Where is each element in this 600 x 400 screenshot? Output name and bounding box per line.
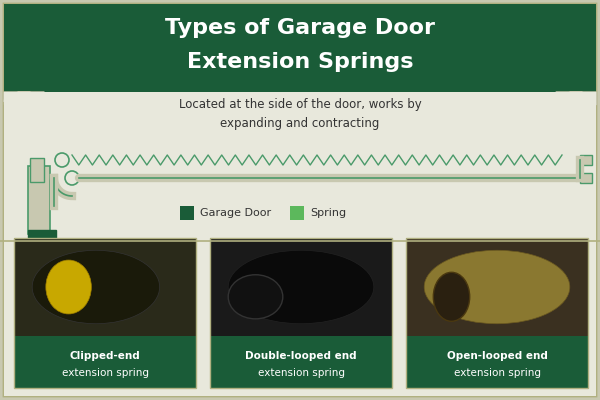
Text: extension spring: extension spring <box>257 368 344 378</box>
Bar <box>580 173 592 183</box>
Bar <box>210 238 392 388</box>
Ellipse shape <box>228 275 283 319</box>
FancyBboxPatch shape <box>4 92 596 396</box>
Bar <box>406 238 588 336</box>
Ellipse shape <box>46 260 91 314</box>
Ellipse shape <box>32 250 160 324</box>
Text: Garage Door: Garage Door <box>200 208 271 218</box>
Text: Clipped-end: Clipped-end <box>70 351 140 361</box>
Bar <box>580 155 592 165</box>
Polygon shape <box>556 92 596 102</box>
Bar <box>4 241 596 396</box>
Bar <box>28 230 56 252</box>
Bar <box>290 206 304 220</box>
Bar <box>14 336 196 388</box>
Polygon shape <box>4 92 44 102</box>
Ellipse shape <box>424 250 570 324</box>
Text: Spring: Spring <box>310 208 346 218</box>
Text: Types of Garage Door: Types of Garage Door <box>165 18 435 38</box>
Bar <box>30 158 44 182</box>
Text: Extension Springs: Extension Springs <box>187 52 413 72</box>
Bar <box>180 206 194 220</box>
Bar <box>406 238 588 388</box>
Bar <box>406 336 588 388</box>
Text: Open-looped end: Open-looped end <box>446 351 547 361</box>
Bar <box>14 238 196 388</box>
Ellipse shape <box>228 250 374 324</box>
Text: extension spring: extension spring <box>454 368 541 378</box>
Bar <box>14 238 196 336</box>
Bar <box>210 336 392 388</box>
Text: extension spring: extension spring <box>62 368 149 378</box>
Text: Located at the side of the door, works by
expanding and contracting: Located at the side of the door, works b… <box>179 98 421 130</box>
FancyBboxPatch shape <box>4 4 596 92</box>
Bar <box>28 166 50 234</box>
Ellipse shape <box>433 272 470 321</box>
Text: Double-looped end: Double-looped end <box>245 351 357 361</box>
Bar <box>210 238 392 336</box>
FancyBboxPatch shape <box>4 4 596 396</box>
